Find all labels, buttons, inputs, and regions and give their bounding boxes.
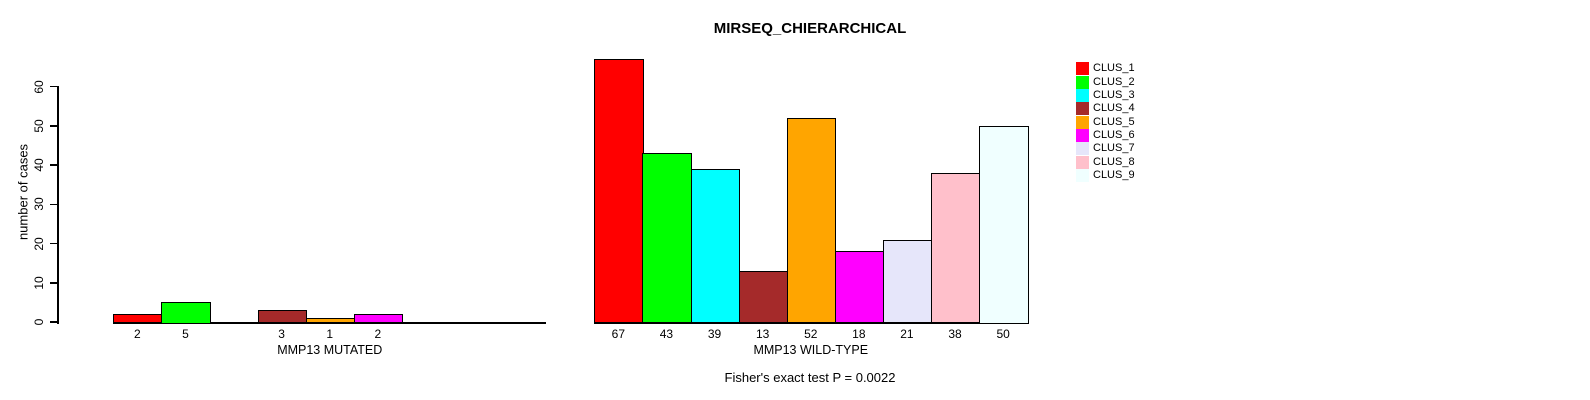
bar-value-label: 39 <box>707 327 722 341</box>
legend-swatch <box>1076 62 1089 76</box>
fisher-test-annotation: Fisher's exact test P = 0.0022 <box>724 370 896 385</box>
bar <box>738 270 789 324</box>
bar-value-label: 13 <box>755 327 770 341</box>
y-axis-tick <box>50 125 58 127</box>
group-label: MMP13 MUTATED <box>277 343 383 357</box>
bar-value-label: 52 <box>804 327 818 341</box>
legend-swatch <box>1076 168 1089 182</box>
legend-swatch <box>1076 102 1089 116</box>
legend-item: CLUS_4 <box>1076 102 1135 116</box>
y-axis-tick <box>50 85 58 88</box>
y-axis-tick-label: 30 <box>32 197 46 211</box>
legend-label: CLUS_1 <box>1093 62 1135 75</box>
bar-value-label: 43 <box>659 327 674 341</box>
bar <box>113 314 163 324</box>
bar-value-label: 67 <box>611 327 626 341</box>
bar <box>594 59 644 324</box>
bar <box>690 168 741 324</box>
legend-label: CLUS_7 <box>1093 142 1135 155</box>
legend: CLUS_1 CLUS_2 CLUS_3 CLUS_4 CLUS_5 CLUS_6 CLUS… <box>1076 62 1135 182</box>
bar-value-label: 1 <box>326 327 334 341</box>
bar <box>305 318 356 324</box>
bar-value-label: 3 <box>278 327 285 341</box>
legend-item: CLUS_7 <box>1076 142 1135 156</box>
legend-label: CLUS_4 <box>1093 102 1135 115</box>
legend-swatch <box>1076 88 1089 102</box>
y-axis-tick-label: 40 <box>32 158 46 172</box>
bar-value-label: 18 <box>852 327 866 341</box>
bar <box>979 125 1029 324</box>
legend-label: CLUS_9 <box>1093 168 1135 181</box>
y-axis-tick-label: 60 <box>32 79 46 94</box>
legend-label: CLUS_6 <box>1093 128 1135 141</box>
bar <box>882 239 933 324</box>
legend-swatch <box>1076 115 1089 129</box>
bar-value-label: 5 <box>182 327 189 341</box>
bar-value-label: 21 <box>900 327 914 341</box>
legend-swatch <box>1076 155 1089 169</box>
bar <box>353 314 404 324</box>
chart-title: MIRSEQ_CHIERARCHICAL <box>713 20 907 37</box>
y-axis-tick <box>50 242 58 245</box>
y-axis-line <box>57 86 59 324</box>
y-axis-tick <box>50 164 58 166</box>
bar-value-label: 2 <box>374 327 382 341</box>
group-label: MMP13 WILD-TYPE <box>753 343 869 357</box>
legend-item: CLUS_2 <box>1076 75 1135 89</box>
legend-item: CLUS_8 <box>1076 155 1135 169</box>
legend-label: CLUS_3 <box>1093 88 1135 101</box>
legend-item: CLUS_5 <box>1076 115 1135 129</box>
bar <box>834 251 885 324</box>
legend-item: CLUS_1 <box>1076 62 1135 76</box>
bar-value-label: 2 <box>134 327 141 341</box>
bar-value-label: 38 <box>948 327 962 341</box>
legend-label: CLUS_5 <box>1093 115 1135 128</box>
y-axis-tick-label: 50 <box>32 119 46 133</box>
legend-label: CLUS_8 <box>1093 155 1135 168</box>
bar <box>642 153 692 324</box>
y-axis-tick-label: 10 <box>32 276 46 290</box>
y-axis-tick <box>50 321 58 323</box>
bar <box>786 117 837 324</box>
bar <box>931 172 981 324</box>
y-axis-tick <box>50 282 58 284</box>
bar <box>257 310 308 324</box>
legend-swatch <box>1076 128 1089 142</box>
legend-swatch <box>1076 75 1089 89</box>
bar-value-label: 50 <box>996 327 1010 341</box>
bar <box>161 302 211 324</box>
legend-swatch <box>1076 142 1089 156</box>
legend-item: CLUS_6 <box>1076 128 1135 142</box>
y-axis-tick-label: 0 <box>32 318 46 326</box>
legend-item: CLUS_3 <box>1076 88 1135 102</box>
legend-label: CLUS_2 <box>1093 75 1135 88</box>
legend-item: CLUS_9 <box>1076 168 1135 182</box>
y-axis-tick <box>50 203 58 205</box>
y-axis-tick-label: 20 <box>32 236 46 251</box>
